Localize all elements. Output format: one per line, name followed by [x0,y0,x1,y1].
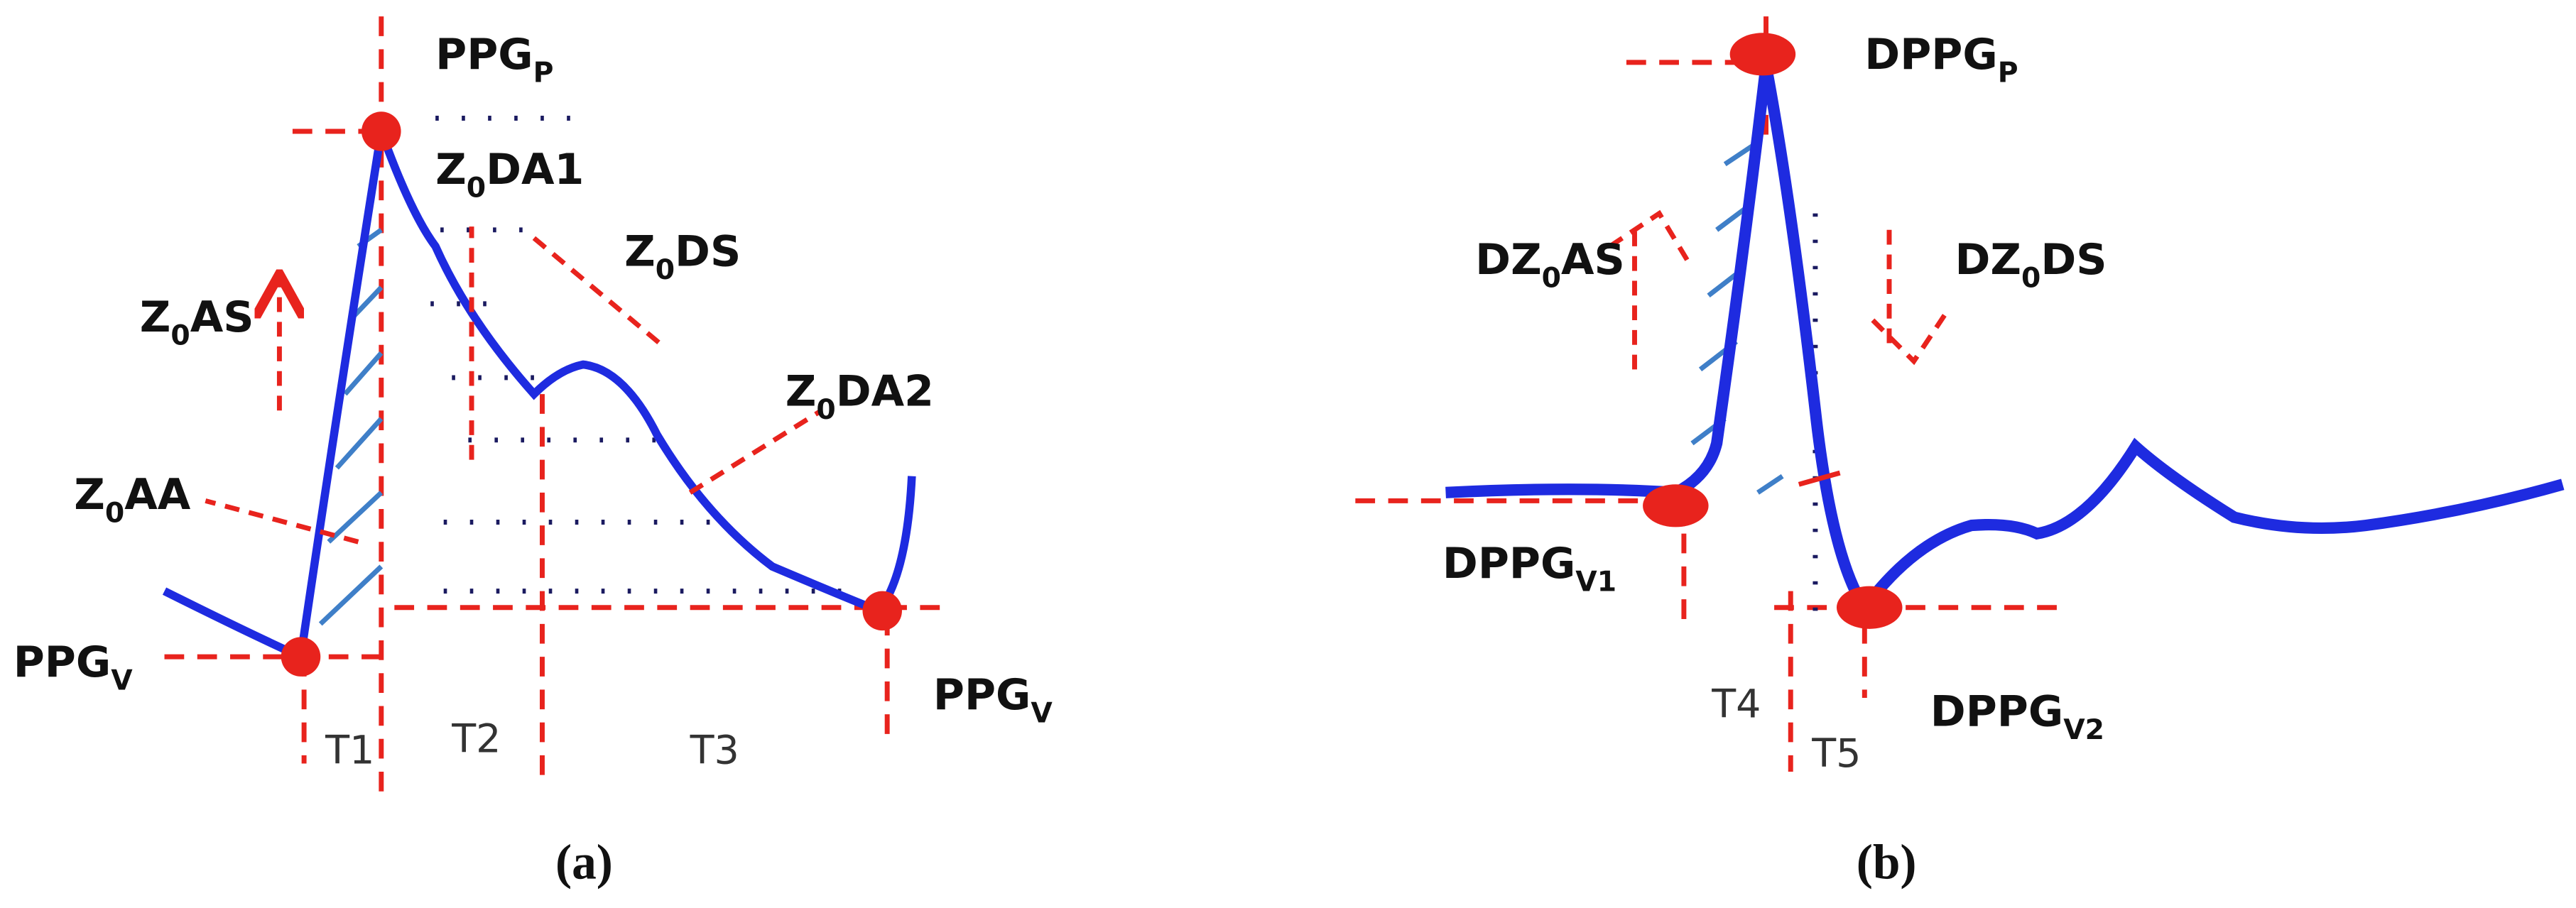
interval: T2 [451,716,501,762]
label-part: PPG [435,30,533,80]
label-part: DS [2040,235,2107,285]
label-part: AS [1561,235,1625,285]
label-part: Z [624,227,656,277]
label-part: DPPG [1864,30,1997,80]
label: Z0AS [140,292,254,352]
label: Z0AA [74,470,190,530]
panel-b: DPPGP DZ0AS DZ0DS DPPGV1 DPPGV2 T4 T5 (b… [1355,16,2565,890]
label-part: DA2 [836,366,934,416]
label-part: V [1031,698,1053,730]
interval: T3 [690,727,739,773]
caption: (b) [1857,835,1917,890]
label: PPGP [435,30,553,89]
label-part: AA [124,470,191,520]
interval: T5 [1811,731,1861,777]
label-part: Z [786,366,817,416]
label: PPGV [933,670,1053,730]
label: Z0DA1 [435,145,584,204]
label-part: 0 [467,173,486,204]
label-part: 0 [656,254,675,286]
label-part: PPG [13,638,111,687]
label-part: DZ [1475,235,1542,285]
caption: (a) [555,835,613,890]
label-part: DPPG [1930,687,2063,736]
label-part: 0 [1542,263,1561,295]
label-part: V1 [1575,567,1616,598]
label-part: DPPG [1442,539,1575,589]
label-part: DA1 [486,145,584,195]
label: Z0DS [624,227,741,287]
label: DZ0DS [1955,235,2107,295]
label-part: 0 [2021,263,2040,295]
label: Z0DA2 [786,366,934,426]
label-part: DZ [1955,235,2022,285]
label-part: Z [435,145,467,195]
panel-a: PPGP Z0DA1 Z0DS Z0AS Z0DA2 Z0AA PPGV PPG… [13,16,1053,890]
label-part: V [111,664,133,696]
label: DPPGP [1864,30,2018,89]
label: DPPGV1 [1442,539,1616,598]
label-part: 0 [105,497,124,529]
label-part: PPG [933,670,1031,720]
label: DZ0AS [1475,235,1625,295]
label-part: V2 [2063,714,2104,746]
label-part: DS [675,227,741,277]
label: PPGV [13,638,133,697]
label-part: 0 [170,320,190,352]
label: DPPGV2 [1930,687,2104,746]
label-part: AS [190,292,254,342]
interval: T1 [325,727,374,773]
label-part: Z [74,470,105,520]
interval: T4 [1711,682,1761,728]
label-part: Z [140,292,171,342]
label-part: P [1998,58,2018,89]
label-part: 0 [816,394,835,426]
label-part: P [533,58,554,89]
